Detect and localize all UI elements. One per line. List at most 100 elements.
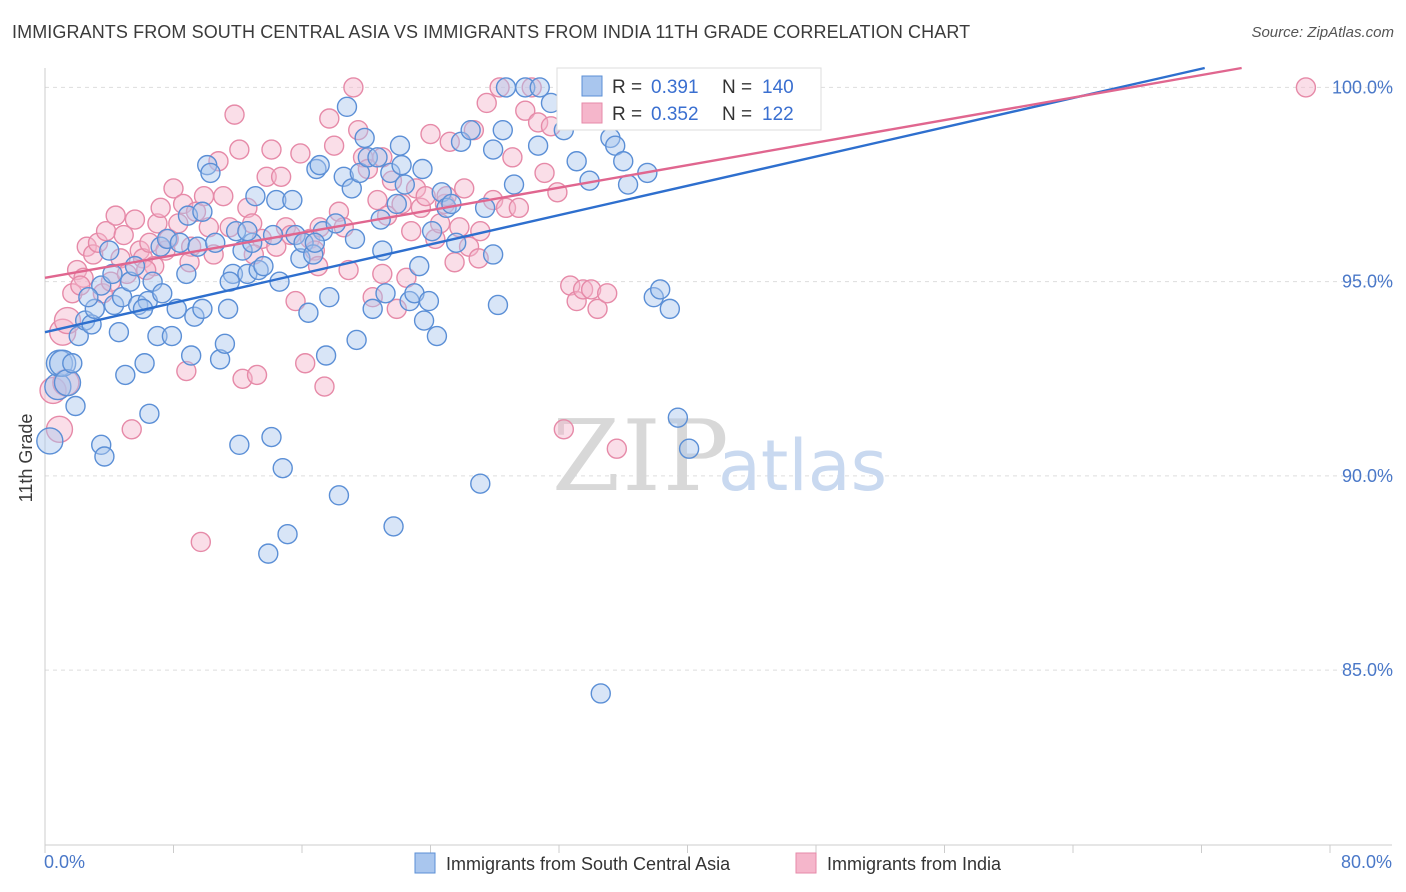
point-south-central-asia <box>269 271 290 292</box>
y-tick-label: 85.0% <box>1342 660 1393 680</box>
trend-lines <box>44 66 1242 334</box>
point-south-central-asia <box>115 364 136 386</box>
point-south-central-asia <box>418 290 440 312</box>
point-south-central-asia <box>367 147 388 168</box>
point-india <box>502 147 523 168</box>
y-tick-label: 90.0% <box>1342 466 1393 486</box>
point-south-central-asia <box>492 119 513 141</box>
point-india <box>237 197 258 219</box>
point-south-central-asia <box>161 325 183 347</box>
point-south-central-asia <box>649 279 671 300</box>
legend-label-india: Immigrants from India <box>827 854 1002 874</box>
point-india <box>415 186 436 207</box>
point-south-central-asia <box>328 485 350 506</box>
point-india <box>319 108 340 129</box>
point-india <box>386 298 407 320</box>
point-india <box>62 283 83 304</box>
point-india <box>596 283 618 304</box>
point-south-central-asia <box>529 77 550 98</box>
point-south-central-asia <box>375 283 396 304</box>
point-south-central-asia <box>354 127 375 149</box>
stats-box: R = 0.391 N = 140 R = 0.352 N = 122 <box>556 67 822 131</box>
point-south-central-asia <box>678 438 700 459</box>
point-south-central-asia <box>78 287 99 308</box>
point-south-central-asia <box>176 263 197 285</box>
point-south-central-asia <box>272 457 293 479</box>
point-india <box>45 415 74 444</box>
point-india <box>256 166 277 187</box>
point-india <box>521 77 542 98</box>
point-south-central-asia <box>282 189 303 211</box>
point-south-central-asia <box>277 524 298 545</box>
point-south-central-asia <box>590 683 611 704</box>
point-south-central-asia <box>192 201 213 222</box>
point-south-central-asia <box>108 321 130 343</box>
point-india <box>113 224 134 246</box>
point-south-central-asia <box>667 407 689 428</box>
point-south-central-asia <box>156 228 178 250</box>
point-south-central-asia <box>214 333 236 355</box>
point-south-central-asia <box>253 255 274 277</box>
legend-swatch-south-central-asia <box>414 852 436 874</box>
point-south-central-asia <box>124 255 146 277</box>
stats-r-value-pink: 0.352 <box>651 104 699 125</box>
point-south-central-asia <box>325 213 346 234</box>
point-india <box>224 104 245 125</box>
point-south-central-asia <box>36 427 64 455</box>
y-tick-labels: 85.0% 90.0% 95.0% 100.0% <box>1332 77 1393 680</box>
point-india <box>439 131 460 153</box>
point-south-central-asia <box>460 119 481 141</box>
source-label: Source: ZipAtlas.com <box>1251 24 1394 41</box>
point-south-central-asia <box>613 151 634 172</box>
point-south-central-asia <box>91 434 112 456</box>
point-india <box>124 209 146 230</box>
watermark-atlas: atlas <box>718 425 887 507</box>
point-south-central-asia <box>262 224 284 246</box>
point-india <box>489 77 510 98</box>
point-south-central-asia <box>482 139 504 160</box>
point-india <box>362 287 383 308</box>
axes <box>44 68 1392 846</box>
point-south-central-asia <box>245 186 266 207</box>
y-tick-label: 95.0% <box>1342 272 1393 292</box>
point-south-central-asia <box>336 96 358 118</box>
trend-line-india <box>44 66 1242 279</box>
point-south-central-asia <box>394 174 415 195</box>
stats-swatch-pink <box>581 102 603 124</box>
point-india <box>39 376 67 405</box>
point-south-central-asia <box>659 298 681 320</box>
point-south-central-asia <box>383 516 404 537</box>
point-india <box>572 279 594 300</box>
point-india <box>515 100 536 121</box>
point-india <box>290 143 311 164</box>
point-south-central-asia <box>139 403 160 424</box>
legend-label-south-central-asia: Immigrants from South Central Asia <box>446 854 731 874</box>
point-india <box>87 232 109 254</box>
point-south-central-asia <box>333 166 354 187</box>
stats-n-value-pink: 122 <box>762 104 794 125</box>
stats-n-label-blue: N = <box>722 77 752 98</box>
point-south-central-asia <box>192 298 213 320</box>
point-india <box>553 419 575 440</box>
point-india <box>261 139 282 160</box>
point-south-central-asia <box>94 446 115 467</box>
point-south-central-asia <box>346 329 367 351</box>
trend-line-south-central-asia <box>44 66 1205 334</box>
point-india <box>53 306 82 335</box>
x-ticks <box>44 845 1331 853</box>
point-india <box>444 252 465 273</box>
stats-r-label-blue: R = <box>612 77 642 98</box>
stats-r-value-blue: 0.391 <box>651 77 699 98</box>
point-india <box>527 112 549 133</box>
point-south-central-asia <box>344 228 366 250</box>
point-india <box>476 92 497 114</box>
point-india <box>343 77 364 98</box>
point-south-central-asia <box>102 263 123 285</box>
point-india <box>606 438 628 459</box>
point-south-central-asia <box>470 473 491 494</box>
point-india <box>208 151 229 172</box>
point-south-central-asia <box>306 158 327 180</box>
point-south-central-asia <box>413 310 435 331</box>
point-south-central-asia <box>386 193 407 215</box>
